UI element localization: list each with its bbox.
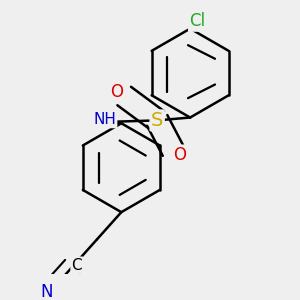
Text: Cl: Cl: [189, 13, 206, 31]
Text: N: N: [40, 284, 53, 300]
Text: O: O: [110, 83, 124, 101]
Text: NH: NH: [93, 112, 116, 127]
Text: C: C: [72, 258, 82, 273]
Text: O: O: [174, 146, 187, 164]
Text: S: S: [151, 111, 164, 130]
